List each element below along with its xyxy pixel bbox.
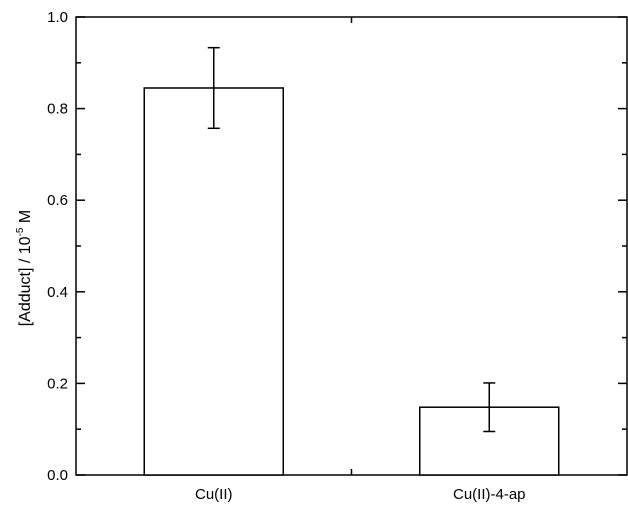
- y-tick-label: 0.0: [47, 467, 68, 484]
- y-axis-title-unit: M: [17, 210, 34, 228]
- bar: [143, 87, 284, 476]
- y-tick-label: 0.2: [47, 375, 68, 392]
- y-axis-title-main: [Adduct] / 10: [17, 236, 34, 326]
- y-tick-label: 0.4: [47, 284, 68, 301]
- y-axis-title-exponent: -5: [15, 227, 26, 236]
- x-tick-label: Cu(II)-4-ap: [453, 486, 526, 503]
- y-tick-label: 0.6: [47, 192, 68, 209]
- y-axis-title: [Adduct] / 10-5 M: [15, 210, 34, 327]
- y-tick-label: 1.0: [47, 9, 68, 26]
- x-ticks-group: Cu(II) Cu(II)-4-ap: [195, 17, 526, 503]
- x-tick-label: Cu(II): [195, 486, 233, 503]
- bars-group: [143, 87, 560, 476]
- y-ticks-group: 0.0 0.2 0.4 0.6 0.8 1.0: [47, 9, 627, 484]
- y-tick-label: 0.8: [47, 101, 68, 118]
- error-bars-group: [207, 46, 496, 433]
